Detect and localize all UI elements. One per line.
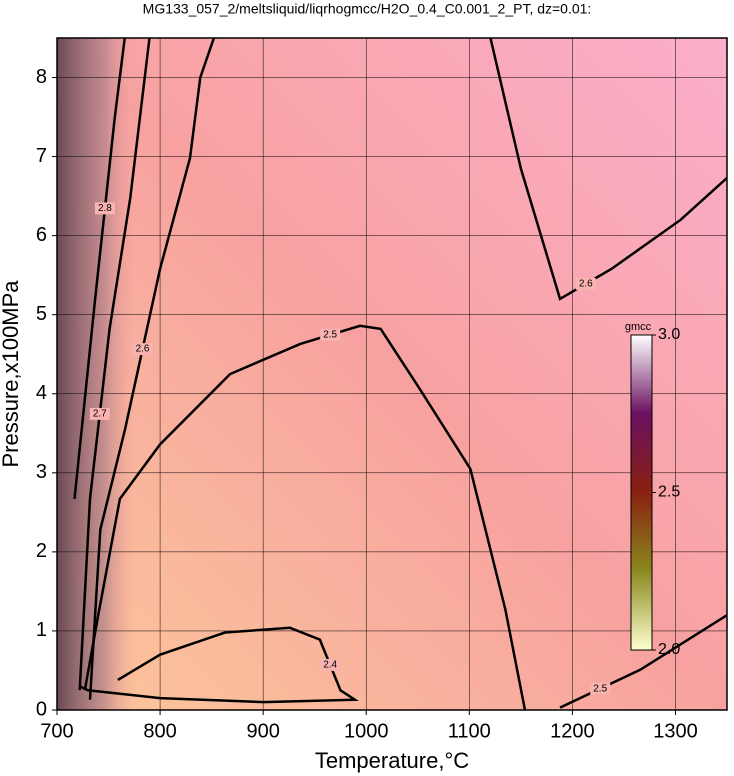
contour-label-bg xyxy=(590,682,611,695)
y-tick-label: 3 xyxy=(36,461,47,483)
y-axis-label: Pressure,x100MPa xyxy=(0,280,23,468)
y-tick-label: 8 xyxy=(36,66,47,88)
y-tick-label: 5 xyxy=(36,303,47,325)
chart-title: MG133_057_2/meltsliquid/liqrhogmcc/H2O_0… xyxy=(143,1,592,17)
colorbar-label: gmcc xyxy=(625,321,652,333)
y-tick-label: 0 xyxy=(36,698,47,720)
contour-label-bg xyxy=(132,343,153,356)
x-tick-label: 700 xyxy=(40,720,73,742)
contour-label-bg xyxy=(94,202,115,215)
contour-line xyxy=(88,38,216,700)
colorbar-tick-label: 2.5 xyxy=(658,484,680,501)
contour-label-bg xyxy=(89,407,110,420)
x-tick-label: 1200 xyxy=(550,720,595,742)
y-tick-label: 7 xyxy=(36,145,47,167)
contour-line xyxy=(79,626,359,704)
x-tick-label: 1100 xyxy=(448,720,491,742)
y-tick-label: 6 xyxy=(36,224,47,246)
plot-frame xyxy=(56,37,728,711)
contour-label: 2.5 xyxy=(593,683,607,694)
contour-line xyxy=(78,38,151,691)
colorbar-tick-label: 2.0 xyxy=(658,641,680,658)
contour-label: 2.4 xyxy=(323,660,337,671)
x-tick-label: 900 xyxy=(246,720,279,742)
colorbar xyxy=(630,334,653,651)
colorbar-tick-label: 3.0 xyxy=(658,326,680,343)
y-tick-label: 1 xyxy=(36,619,47,641)
plot-background xyxy=(57,38,727,710)
y-tick-label: 2 xyxy=(36,540,47,562)
x-tick-label: 1300 xyxy=(653,720,698,742)
x-tick-label: 800 xyxy=(143,720,176,742)
contour-label-bg xyxy=(575,277,596,290)
contour-label: 2.6 xyxy=(579,279,593,290)
contour-label-bg xyxy=(320,658,341,671)
contour-line xyxy=(559,614,727,709)
contour-label: 2.6 xyxy=(136,344,150,355)
contour-label: 2.8 xyxy=(98,203,112,214)
contour-label-bg xyxy=(320,328,341,341)
y-tick-label: 4 xyxy=(36,382,47,404)
contour-label: 2.7 xyxy=(93,409,107,420)
x-axis-label: Temperature,°C xyxy=(315,748,469,773)
x-tick-label: 1000 xyxy=(344,720,389,742)
contour-label: 2.5 xyxy=(323,330,337,341)
dense-region xyxy=(57,38,137,710)
